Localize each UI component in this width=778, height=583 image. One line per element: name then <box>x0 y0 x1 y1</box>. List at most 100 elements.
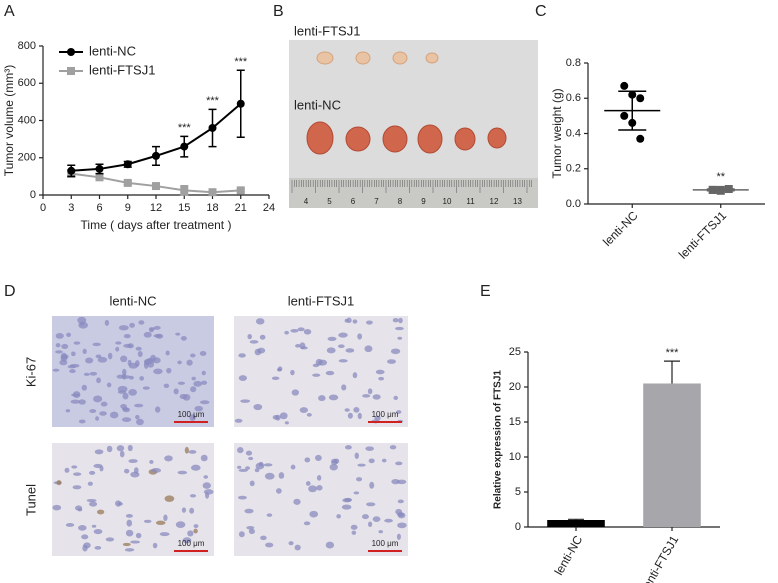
nucleus <box>137 350 143 358</box>
nucleus <box>163 514 168 522</box>
nucleus <box>83 372 90 376</box>
nucleus <box>341 504 352 510</box>
nucleus <box>61 343 69 350</box>
nucleus <box>116 445 125 452</box>
nucleus <box>164 455 173 462</box>
nucleus <box>105 537 115 542</box>
nucleus <box>94 449 104 455</box>
marker <box>724 185 733 194</box>
photo-label: lenti-FTSJ1 <box>294 23 360 38</box>
nucleus <box>344 445 352 450</box>
nucleus <box>120 355 128 363</box>
marker <box>208 123 217 132</box>
nucleus <box>77 316 87 324</box>
nucleus <box>67 365 77 369</box>
nucleus <box>396 410 402 414</box>
nucleus <box>190 386 197 393</box>
nucleus <box>312 373 321 377</box>
nucleus <box>123 334 131 339</box>
nucleus <box>344 497 352 502</box>
nucleus <box>265 542 274 548</box>
nucleus <box>290 328 299 333</box>
y-tick-label: 0 <box>515 521 521 533</box>
nucleus <box>237 495 247 500</box>
nucleus <box>395 461 403 466</box>
marker <box>708 185 717 194</box>
nucleus <box>64 467 70 473</box>
nucleus <box>78 399 86 405</box>
nucleus <box>258 461 264 467</box>
nucleus <box>199 400 210 405</box>
error-bar <box>664 360 680 384</box>
nucleus <box>299 407 309 413</box>
nucleus <box>78 524 87 531</box>
scale-bar-label: 100 μm <box>372 410 399 419</box>
nucleus <box>123 343 132 348</box>
nucleus <box>378 530 383 534</box>
ruler-label: 4 <box>304 197 309 206</box>
nucleus <box>290 464 296 470</box>
nucleus <box>329 463 338 471</box>
nucleus <box>253 403 263 411</box>
x-tick-label: lenti-FTSJ1 <box>639 533 682 583</box>
nucleus <box>130 540 140 544</box>
ruler-label: 9 <box>421 197 426 206</box>
marker <box>123 178 132 187</box>
nucleus <box>86 498 97 503</box>
nucleus <box>121 407 129 411</box>
x-tick-label: lenti-NC <box>552 533 586 578</box>
y-axis-label: Tumor volume (mm³) <box>2 65 16 177</box>
nucleus <box>318 395 326 402</box>
marker <box>67 166 76 175</box>
nucleus <box>331 458 338 463</box>
nucleus <box>354 452 359 459</box>
tumors-nc <box>306 121 507 155</box>
nucleus <box>180 336 187 341</box>
nucleus <box>306 412 312 417</box>
nucleus <box>65 409 71 413</box>
nucleus <box>200 454 208 462</box>
y-tick-label: 0.4 <box>566 127 581 139</box>
error-bar <box>568 518 584 520</box>
nucleus <box>177 360 182 365</box>
marker <box>236 186 245 195</box>
nucleus <box>278 472 285 479</box>
nucleus <box>366 502 376 507</box>
y-axis-label: Relative expression of FTSJ1 <box>493 370 504 509</box>
panel-label: D <box>4 283 16 300</box>
nucleus <box>345 348 355 353</box>
nucleus <box>367 388 373 395</box>
nucleus <box>184 446 189 454</box>
nucleus <box>107 352 113 360</box>
nucleus <box>95 354 102 359</box>
nucleus <box>238 468 248 472</box>
nucleus <box>193 528 198 534</box>
nucleus <box>308 485 318 493</box>
nucleus <box>182 394 191 401</box>
nucleus <box>89 470 96 475</box>
nucleus <box>364 345 373 353</box>
x-tick-label: 24 <box>263 202 275 214</box>
nucleus <box>309 510 319 518</box>
nucleus <box>143 361 149 369</box>
ruler-label: 7 <box>374 197 379 206</box>
nucleus <box>352 372 358 379</box>
nucleus <box>356 477 363 482</box>
scale-bar-label: 100 μm <box>178 539 205 548</box>
row-label: Ki-67 <box>23 357 38 387</box>
nucleus <box>254 468 260 473</box>
nucleus <box>128 459 138 464</box>
nucleus <box>128 389 137 396</box>
nucleus <box>353 407 360 413</box>
nucleus <box>73 472 82 476</box>
nucleus <box>119 450 125 458</box>
nucleus <box>205 492 210 499</box>
nucleus <box>362 394 371 398</box>
nucleus <box>188 450 197 454</box>
nucleus <box>394 326 404 331</box>
nucleus <box>70 399 80 404</box>
nucleus <box>95 416 100 421</box>
y-tick-label: 20 <box>509 381 521 393</box>
nucleus <box>248 456 254 461</box>
nucleus <box>87 481 93 486</box>
